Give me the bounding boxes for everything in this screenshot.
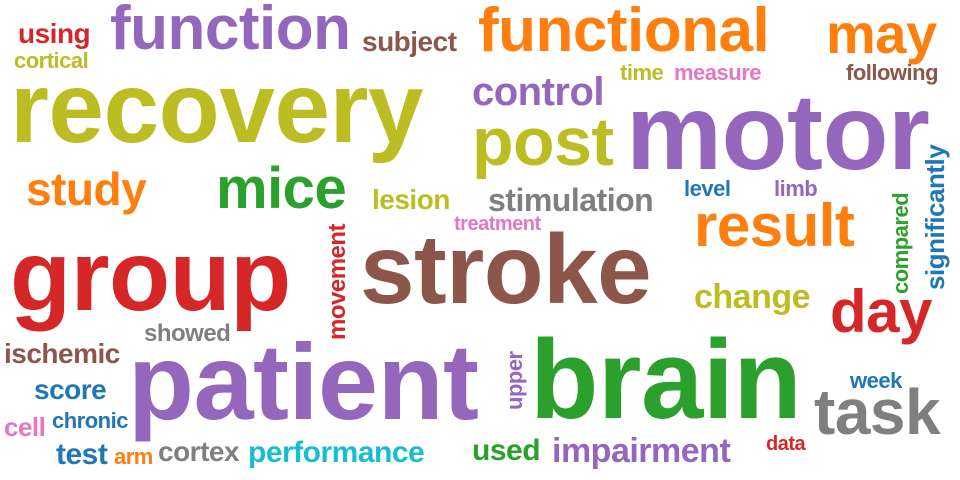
word-week: week: [850, 368, 902, 393]
word-brain: brain: [530, 317, 802, 442]
word-ischemic: ischemic: [4, 338, 120, 369]
word-cell: cell: [4, 412, 46, 442]
word-following: following: [846, 60, 939, 85]
word-used: used: [472, 434, 541, 467]
word-treatment: treatment: [454, 213, 541, 235]
word-movement: movement: [324, 223, 351, 340]
word-change: change: [694, 278, 811, 316]
word-may: may: [826, 2, 937, 65]
word-significantly: significantly: [920, 144, 950, 290]
word-upper: upper: [502, 351, 527, 410]
word-mice: mice: [216, 156, 347, 221]
word-motor: motor: [626, 71, 930, 192]
word-compared: compared: [888, 192, 913, 294]
word-recovery: recovery: [10, 52, 424, 164]
word-chronic: chronic: [52, 408, 128, 433]
word-result: result: [694, 192, 855, 259]
word-showed: showed: [144, 320, 231, 347]
word-functional: functional: [478, 0, 770, 65]
word-stimulation: stimulation: [488, 182, 654, 218]
word-study: study: [26, 163, 147, 215]
word-using: using: [18, 18, 91, 49]
word-task: task: [814, 376, 941, 448]
word-subject: subject: [362, 26, 457, 57]
word-post: post: [472, 104, 614, 180]
word-function: function: [110, 0, 351, 63]
word-lesion: lesion: [372, 184, 450, 215]
word-control: control: [472, 70, 605, 114]
word-test: test: [56, 438, 108, 471]
word-level: level: [684, 176, 731, 201]
word-patient: patient: [128, 321, 479, 442]
word-cortex: cortex: [158, 436, 240, 467]
word-limb: limb: [774, 176, 818, 201]
word-cortical: cortical: [14, 48, 89, 73]
word-performance: performance: [248, 436, 425, 469]
word-group: group: [10, 220, 291, 332]
word-stroke: stroke: [360, 214, 652, 324]
word-impairment: impairment: [552, 432, 731, 470]
word-score: score: [34, 374, 107, 405]
word-day: day: [830, 278, 932, 345]
word-measure: measure: [674, 60, 762, 85]
word-arm: arm: [114, 444, 153, 469]
word-time: time: [620, 60, 664, 85]
word-data: data: [766, 433, 806, 455]
